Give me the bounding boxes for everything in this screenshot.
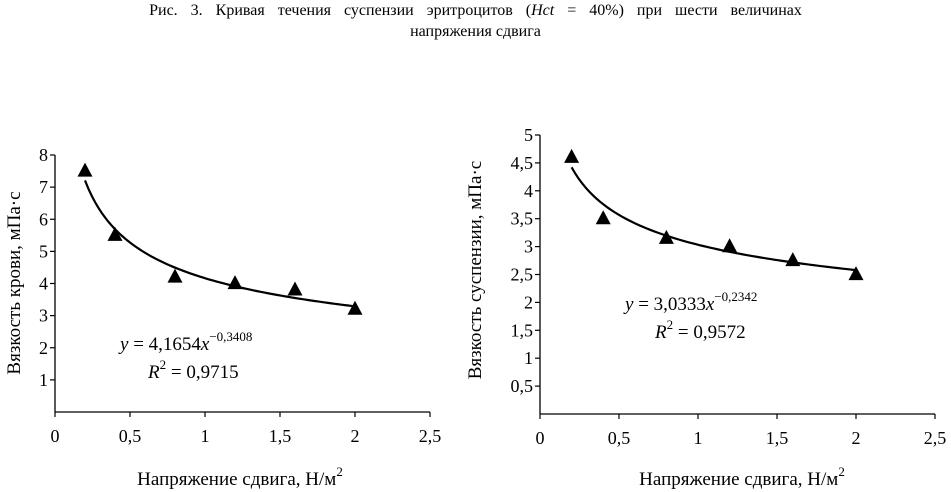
y-tick-label: 4 (524, 181, 533, 201)
data-point (287, 281, 303, 296)
y-tick-label: 1 (524, 348, 533, 368)
data-point (595, 210, 611, 225)
r-squared: R2 = 0,9572 (654, 317, 746, 343)
trendline (570, 166, 857, 272)
y-axis-label: Вязкость суспензии, мПа·с (465, 161, 486, 379)
data-point (77, 162, 93, 177)
y-axis-label: Вязкость крови, мПа·с (4, 191, 25, 374)
trendline-equation: y = 3,0333x−0,2342 (623, 289, 757, 315)
data-point (564, 148, 580, 163)
data-point (722, 238, 738, 253)
y-tick-label: 0,5 (511, 376, 534, 396)
x-tick-label: 0 (51, 426, 60, 446)
x-tick-label: 0 (536, 428, 545, 448)
y-tick-label: 6 (39, 209, 48, 229)
data-point (848, 266, 864, 281)
data-point (107, 226, 123, 241)
y-tick-label: 2 (39, 338, 48, 358)
x-tick-label: 1,5 (269, 426, 292, 446)
y-tick-label: 3 (524, 237, 533, 257)
hct-symbol: Hct (531, 2, 555, 19)
r-squared: R2 = 0,9715 (147, 357, 239, 383)
y-tick-label: 5 (524, 125, 533, 145)
x-axis-label: Напряжение сдвига, Н/м2 (137, 464, 343, 490)
chart-2: 0,5 1 1,5 2 2,5 3 3,5 4 4,5 5 0 0,5 1 1,5 2 2,5 Вязкость… (465, 125, 946, 490)
x-tick-label: 0,5 (119, 426, 142, 446)
data-point (658, 229, 674, 244)
y-tick-label: 1 (39, 370, 48, 390)
y-tick-label: 4 (39, 274, 48, 294)
x-tick-label: 1,5 (766, 428, 789, 448)
x-tick-label: 2 (852, 428, 861, 448)
x-tick-label: 0,5 (608, 428, 631, 448)
y-tick-label: 8 (39, 145, 48, 165)
y-tick-label: 4,5 (511, 153, 534, 173)
x-tick-label: 1 (201, 426, 210, 446)
y-tick-label: 5 (39, 241, 48, 261)
y-tick-label: 7 (39, 177, 48, 197)
caption-line-2: напряжения сдвига (410, 23, 541, 40)
data-point (227, 275, 243, 290)
chart-1: 1 2 3 4 5 6 7 8 0 0,5 1 1,5 2 2,5 Вязкость крови, мПа·… (4, 145, 441, 490)
y-tick-label: 3 (39, 306, 48, 326)
trendline-equation: y = 4,1654x−0,3408 (118, 329, 252, 355)
y-tick-label: 2,5 (511, 265, 534, 285)
y-tick-label: 3,5 (511, 209, 534, 229)
x-tick-label: 2,5 (419, 426, 442, 446)
x-tick-label: 2 (351, 426, 360, 446)
data-point (347, 300, 363, 315)
data-point (785, 252, 801, 267)
y-tick-label: 1,5 (511, 320, 534, 340)
x-tick-label: 1 (694, 428, 703, 448)
x-axis-label: Напряжение сдвига, Н/м2 (639, 464, 845, 490)
trendline (83, 180, 356, 308)
y-tick-label: 2 (524, 292, 533, 312)
data-point (167, 268, 183, 283)
figure-caption: Рис. 3. Кривая течения суспензии эритроц… (0, 0, 951, 42)
x-tick-label: 2,5 (924, 428, 947, 448)
caption-line-1: Рис. 3. Кривая течения суспензии эритроц… (149, 2, 802, 19)
